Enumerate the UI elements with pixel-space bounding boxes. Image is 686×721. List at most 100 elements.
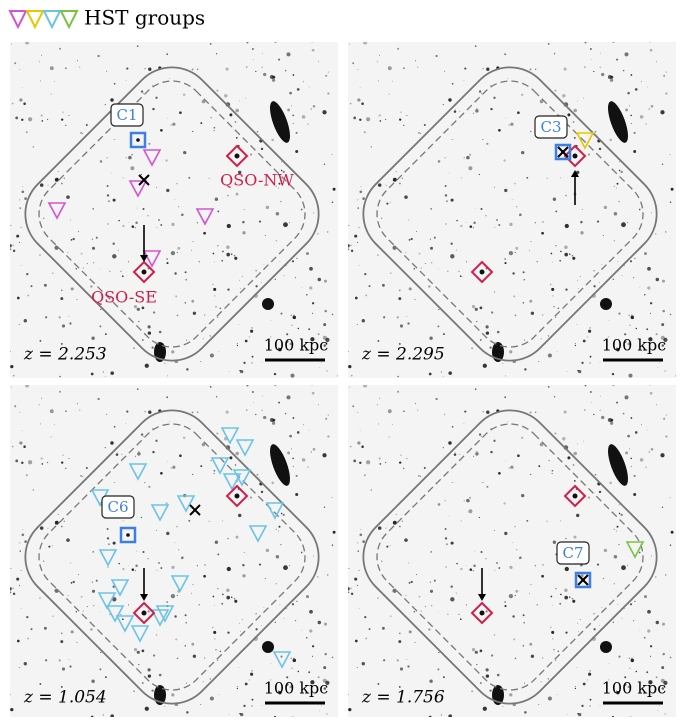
star [52,616,53,617]
star [185,302,186,303]
star [287,52,291,56]
star [249,680,250,681]
star [383,659,385,661]
star [353,117,356,120]
star [381,218,382,219]
star [69,322,71,324]
star [188,177,190,179]
star [171,693,174,696]
star [54,81,55,82]
star [23,445,26,448]
star [431,262,432,263]
star [136,208,137,209]
star [177,658,179,660]
star [170,467,172,469]
star [409,239,411,241]
star [71,239,73,241]
star [631,315,632,316]
star [24,197,27,200]
star [283,565,288,570]
star [490,451,492,453]
star [424,467,426,469]
star [302,115,306,119]
star [212,284,213,285]
star [185,645,186,646]
star [451,542,454,545]
star [253,59,254,60]
star [113,243,115,245]
legend-triangle [27,11,43,27]
star [547,178,548,179]
star [133,347,135,349]
star [172,466,175,469]
star [416,574,417,575]
star [110,441,113,444]
star [23,102,26,105]
star [214,127,216,129]
star [166,189,169,192]
star [503,159,505,161]
star [50,409,54,413]
star [400,324,403,327]
star [378,526,382,530]
star [222,520,223,521]
star [357,542,358,543]
star [631,316,635,320]
star [385,462,386,463]
star [242,564,245,567]
star [449,173,450,174]
star [421,267,423,269]
star [445,223,446,224]
star [600,362,601,363]
star [289,222,290,223]
star [597,477,598,478]
star [41,398,42,399]
star [245,340,248,343]
star [665,231,667,233]
star [362,662,365,665]
star [444,157,445,158]
star [587,680,588,681]
star [170,124,172,126]
star [263,607,264,608]
star [61,183,63,185]
star [142,682,144,684]
star [453,482,454,483]
star [471,690,473,692]
star [214,295,215,296]
star [160,224,162,226]
star [253,402,254,403]
star [604,206,607,209]
star [280,656,282,658]
star [19,542,20,543]
star [83,267,85,269]
star [271,320,272,321]
star [327,370,328,371]
star [120,614,121,615]
star [183,94,185,96]
star [192,131,193,132]
star [580,619,581,620]
star [175,638,177,640]
star [19,199,20,200]
star [209,178,210,179]
star [242,619,243,620]
star [397,316,399,318]
star [421,610,423,612]
star [235,121,237,123]
star [358,550,359,551]
star [553,541,556,544]
star [357,98,360,101]
star [514,526,516,528]
star [371,489,373,491]
star [8,244,11,247]
star [8,587,11,590]
star [599,410,601,412]
star [152,451,154,453]
star [507,421,508,422]
star [280,544,281,545]
star [390,273,391,274]
star [451,199,454,202]
star [21,533,24,536]
star [430,590,433,593]
